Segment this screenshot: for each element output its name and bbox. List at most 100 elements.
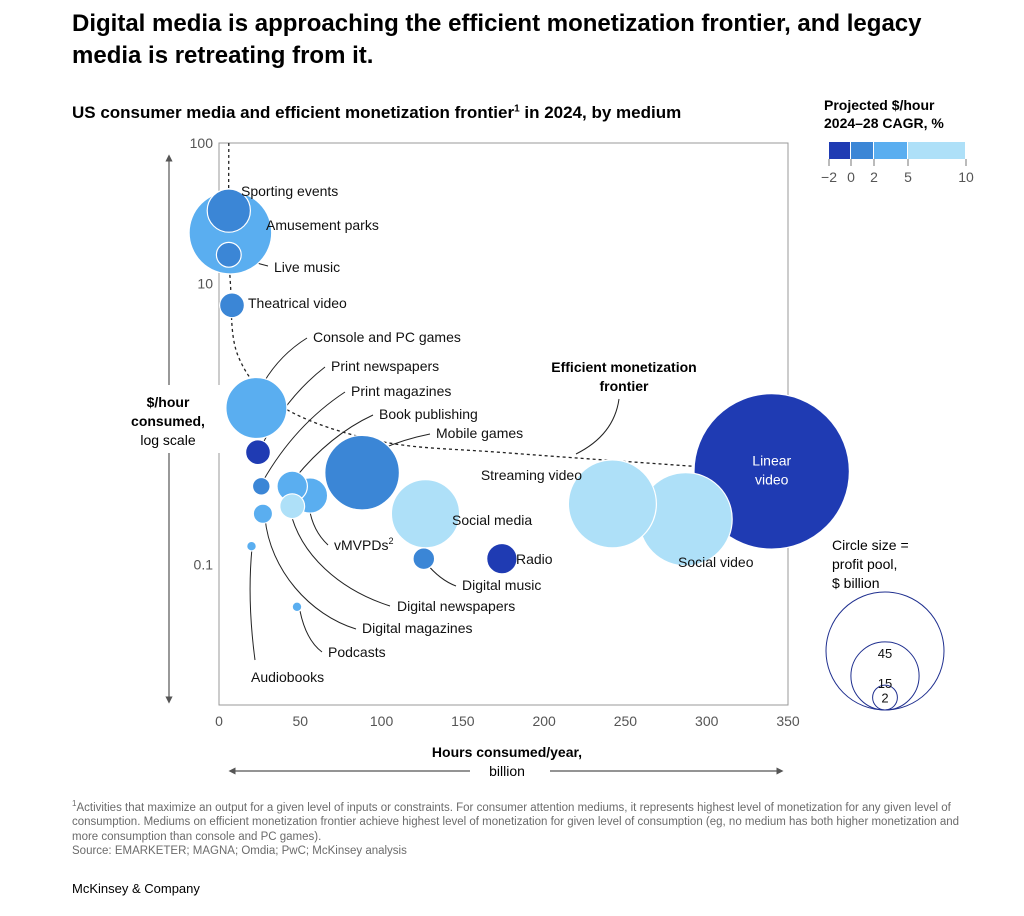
label-linear-video: Linear video [752, 452, 791, 487]
bubble-digital-magazines [252, 503, 274, 524]
frontier-label-pointer [575, 398, 620, 455]
y-tick-label: 0.1 [194, 557, 214, 573]
bubble-labels: Sporting events Amusement parks Live music… [241, 183, 792, 685]
x-axis-title-2: billion [489, 763, 525, 779]
x-tick-label: 150 [451, 713, 475, 729]
label-sporting-events: Sporting events [241, 183, 338, 199]
bubble-digital-newspapers [279, 493, 306, 520]
label-vmvpds: vMVPDs2 [334, 536, 393, 553]
legend-tick-label: 10 [958, 169, 974, 185]
bubble-console-and-pc-games [225, 376, 288, 440]
legend-swatch [874, 142, 907, 159]
y-axis-title-1: $/hour [147, 394, 190, 410]
brand-logo-text: McKinsey & Company [72, 881, 200, 896]
legend-swatch [908, 142, 965, 159]
label-radio: Radio [516, 551, 553, 567]
x-tick-label: 250 [614, 713, 638, 729]
label-console-and-pc-games: Console and PC games [313, 329, 461, 345]
leader-digital-newspapers [289, 509, 391, 607]
label-streaming-video: Streaming video [481, 467, 582, 483]
frontier-label-1: Efficient monetization [551, 359, 696, 375]
footnote-1: 1Activities that maximize an output for … [72, 797, 972, 844]
legend-swatch [829, 142, 850, 159]
bubble-print-newspapers [245, 439, 272, 466]
y-axis-title-2: consumed, [131, 413, 205, 429]
bubble-mobile-games [324, 434, 401, 511]
legend-tick-label: 0 [847, 169, 855, 185]
bubble-podcasts [291, 601, 303, 613]
label-amusement-parks: Amusement parks [266, 217, 379, 233]
footnotes: 1Activities that maximize an output for … [72, 797, 972, 859]
x-tick-label: 100 [370, 713, 394, 729]
leader-digital-magazines [264, 517, 357, 630]
x-tick-label: 350 [776, 713, 800, 729]
bubble-linear-video [693, 393, 850, 550]
size-legend-circle [872, 684, 898, 711]
label-print-newspapers: Print newspapers [331, 358, 439, 374]
legend-title-2: 2024–28 CAGR, % [824, 115, 944, 131]
x-tick-label: 50 [292, 713, 308, 729]
bubble-audiobooks [246, 540, 257, 552]
label-mobile-games: Mobile games [436, 425, 523, 441]
label-social-video: Social video [678, 554, 754, 570]
label-vmvpds-footnote-marker: 2 [388, 536, 393, 546]
bubble-theatrical-video [219, 292, 246, 319]
label-live-music: Live music [274, 259, 340, 275]
label-book-publishing: Book publishing [379, 406, 478, 422]
leader-book-publishing [294, 414, 374, 479]
subtitle-text: US consumer media and efficient monetiza… [72, 103, 515, 122]
legend-tick-label: −2 [821, 169, 837, 185]
leader-podcasts [299, 610, 323, 653]
legend-tick-label: 2 [870, 169, 878, 185]
label-podcasts: Podcasts [328, 644, 386, 660]
x-axis-title-1: Hours consumed/year, [432, 744, 582, 760]
legend-swatch [851, 142, 873, 159]
subtitle-footnote-marker: 1 [514, 103, 520, 115]
x-axis-title-bg [470, 762, 550, 780]
y-tick-label: 100 [190, 135, 214, 151]
y-axis-title-3: log scale [140, 432, 195, 448]
size-legend: 215 45 [825, 591, 945, 711]
source-note: Source: EMARKETER; MAGNA; Omdia; PwC; Mc… [72, 845, 407, 858]
label-digital-newspapers: Digital newspapers [397, 598, 515, 614]
size-legend-title-1: Circle size = [832, 537, 909, 553]
legend-title-1: Projected $/hour [824, 97, 935, 113]
axis-ticks: 0501001502002503003501001010.1 [190, 135, 800, 729]
label-audiobooks: Audiobooks [251, 669, 324, 685]
bubble-digital-music [412, 547, 436, 571]
label-social-media: Social media [452, 512, 532, 528]
size-legend-title-2: profit pool, [832, 556, 897, 572]
page-title: Digital media is approaching the efficie… [72, 10, 922, 69]
size-legend-label: 2 [881, 691, 888, 706]
bubble-streaming-video [567, 459, 658, 549]
legend-tick-label: 5 [904, 169, 912, 185]
label-linear-video-line: Linear [752, 452, 791, 468]
y-tick-label: 10 [197, 276, 213, 292]
leader-print-newspapers [259, 366, 326, 450]
bubbles [188, 188, 850, 613]
size-legend-label: 45 [878, 646, 892, 661]
footnote-1-marker: 1 [72, 799, 77, 808]
color-legend: −2 0 2 5 10 [821, 142, 974, 185]
bubble-print-magazines [251, 476, 271, 496]
bubble-live-music [215, 241, 242, 268]
label-digital-magazines: Digital magazines [362, 620, 473, 636]
subtitle-suffix: in 2024, by medium [519, 103, 682, 122]
size-legend-title-3: $ billion [832, 575, 879, 591]
size-legend-label: 15 [878, 676, 892, 691]
bubble-sporting-events [206, 188, 251, 233]
label-print-magazines: Print magazines [351, 383, 451, 399]
leader-print-magazines [262, 391, 346, 482]
label-linear-video-line: video [755, 471, 789, 487]
y-axis-title-bg [120, 385, 220, 453]
frontier-label-2: frontier [600, 378, 650, 394]
bubble-radio [486, 542, 518, 575]
label-theatrical-video: Theatrical video [248, 295, 347, 311]
chart-subtitle: US consumer media and efficient monetiza… [72, 103, 681, 123]
footnote-1-text: Activities that maximize an output for a… [72, 801, 960, 843]
bubble-social-media [390, 479, 461, 549]
x-tick-label: 200 [532, 713, 556, 729]
label-digital-music: Digital music [462, 577, 541, 593]
x-tick-label: 0 [215, 713, 223, 729]
